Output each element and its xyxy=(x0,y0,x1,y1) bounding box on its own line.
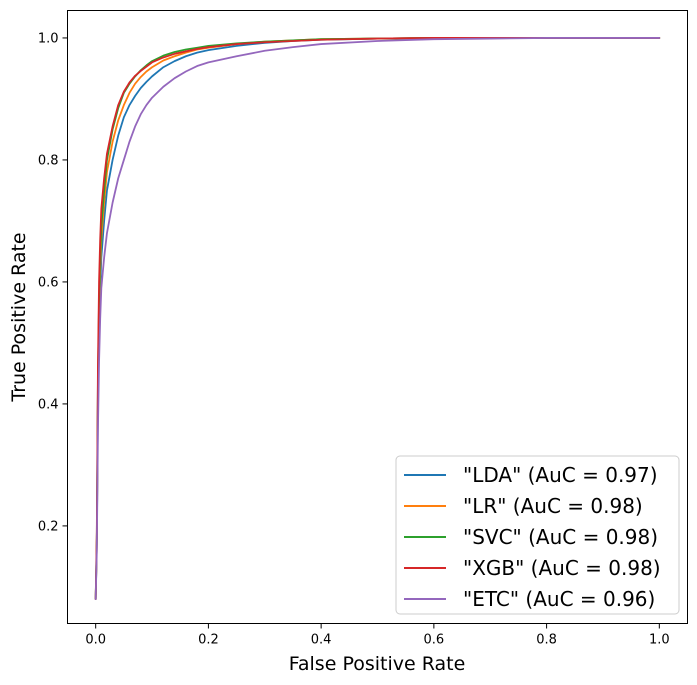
legend-label-4: "ETC" (AuC = 0.96) xyxy=(463,587,655,611)
y-tick-label: 0.4 xyxy=(38,397,59,412)
legend-label-3: "XGB" (AuC = 0.98) xyxy=(463,556,661,580)
legend: "LDA" (AuC = 0.97) "LR" (AuC = 0.98) "SVC"… xyxy=(395,455,680,615)
x-axis-label: False Positive Rate xyxy=(289,653,466,675)
y-axis-ticks: 0.2 0.4 0.6 0.8 1.0 xyxy=(38,31,68,534)
series-lines xyxy=(94,37,661,600)
y-tick-label: 0.6 xyxy=(38,275,59,290)
x-tick-label: 0.8 xyxy=(536,633,557,648)
y-tick-label: 0.2 xyxy=(38,519,59,534)
legend-label-2: "SVC" (AuC = 0.98) xyxy=(463,525,658,549)
plot-area-frame xyxy=(67,10,688,624)
x-tick-label: 0.0 xyxy=(85,633,106,648)
x-tick-label: 0.2 xyxy=(198,633,219,648)
legend-label-1: "LR" (AuC = 0.98) xyxy=(463,494,643,518)
y-tick-label: 1.0 xyxy=(38,31,59,46)
x-axis-ticks: 0.0 0.2 0.4 0.6 0.8 1.0 xyxy=(85,623,670,648)
legend-items: "LDA" (AuC = 0.97) "LR" (AuC = 0.98) "SVC"… xyxy=(404,463,661,611)
y-tick-label: 0.8 xyxy=(38,153,59,168)
legend-box xyxy=(395,455,680,615)
x-tick-label: 0.4 xyxy=(311,633,332,648)
series-line-3 xyxy=(94,37,661,600)
x-tick-label: 0.6 xyxy=(424,633,445,648)
legend-label-0: "LDA" (AuC = 0.97) xyxy=(463,463,658,487)
x-tick-label: 1.0 xyxy=(649,633,670,648)
y-axis-label: True Positive Rate xyxy=(8,232,30,402)
series-line-4 xyxy=(94,37,661,600)
